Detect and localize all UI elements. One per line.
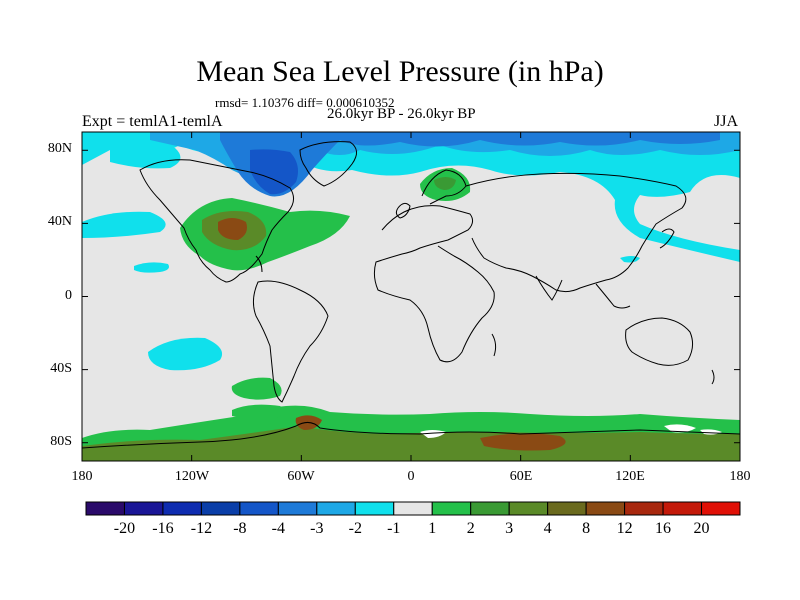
colorbar-swatch [662, 501, 703, 516]
lat-tick-label: 40S [50, 361, 72, 376]
colorbar-label: -12 [190, 520, 213, 537]
season-label: JJA [714, 113, 739, 130]
antarctica-white-patch-1 [420, 430, 446, 438]
colorbar [85, 501, 741, 516]
coast-india [535, 275, 563, 301]
coast-north-america [139, 159, 294, 283]
colorbar-swatch [624, 501, 664, 516]
colorbar-label: -1 [387, 520, 401, 537]
lat-tick-label: 40N [47, 214, 72, 229]
colorbar-label: 20 [693, 520, 710, 537]
colorbar-label: 4 [543, 520, 552, 537]
experiment-label: Expt = temlA1-temlA [82, 113, 223, 130]
lon-tick-label: 60W [287, 469, 315, 484]
antarctica-olive-band [82, 426, 740, 461]
coast-antarctica [82, 422, 740, 449]
colorbar-label: 12 [616, 520, 633, 537]
lon-tick-label: 120E [615, 469, 645, 484]
colorbar-swatch [316, 501, 356, 516]
coast-greenland [299, 141, 357, 187]
north-america-brown-core [218, 218, 247, 240]
coast-australia [625, 317, 694, 366]
arctic-deep-blue-region [250, 149, 298, 195]
arctic-light-blue-region [82, 132, 740, 262]
south-atlantic-green-patch [231, 377, 282, 400]
coastlines [82, 141, 740, 449]
colorbar-swatch [123, 501, 164, 516]
lat-tick-label: 80S [50, 434, 72, 449]
colorbar-swatch [162, 501, 202, 516]
antarctica-white-patch-2 [664, 424, 696, 433]
coast-asia [465, 172, 687, 293]
coast-florida [255, 255, 263, 273]
colorbar-swatch [85, 501, 125, 516]
south-pacific-green-patch [232, 404, 285, 419]
colorbar-label: 2 [466, 520, 475, 537]
period-label: 26.0kyr BP - 26.0kyr BP [327, 106, 476, 122]
coast-se-asia [595, 283, 631, 309]
colorbar-label: -16 [152, 520, 174, 537]
colorbar-swatch [585, 501, 626, 516]
lon-tick-label: 120W [174, 469, 210, 484]
colorbar-swatch [701, 501, 741, 516]
colorbar-swatch [431, 501, 472, 516]
colorbar-swatch [239, 501, 279, 516]
north-atlantic-cyan-patch [120, 213, 136, 221]
coast-madagascar [491, 333, 497, 357]
colorbar-label: 8 [582, 520, 591, 537]
central-pacific-cyan-patch [134, 262, 169, 273]
colorbar-label: -8 [233, 520, 247, 537]
lon-tick-label: 60E [509, 469, 533, 484]
colorbar-label: 1 [428, 520, 437, 537]
colorbar-swatch [470, 501, 510, 516]
lat-tick-label: 80N [47, 141, 72, 156]
colorbar-label: 3 [505, 520, 514, 537]
colorbar-label: -4 [271, 520, 285, 537]
lat-tick-label: 0 [65, 288, 72, 303]
colorbar-swatch [354, 501, 395, 516]
rmsd-diff-stats: rmsd= 1.10376 diff= 0.000610352 [215, 95, 395, 110]
lon-tick-label: 0 [407, 469, 415, 484]
lon-tick-label: 180 [71, 469, 93, 484]
south-pacific-cyan-patch [148, 337, 223, 371]
map-title: Mean Sea Level Pressure (in hPa) [196, 55, 604, 88]
map-plot-area [82, 132, 740, 461]
colorbar-swatch [277, 501, 318, 516]
axis-ticks [81, 132, 741, 461]
colorbar-swatch [508, 501, 549, 516]
lon-tick-label: 180 [729, 469, 751, 484]
coast-uk [395, 202, 411, 219]
colorbar-label: -20 [113, 520, 136, 537]
colorbar-label: -3 [310, 520, 324, 537]
colorbar-swatch [200, 501, 241, 516]
coast-new-zealand [711, 369, 715, 385]
coast-south-america [252, 280, 329, 403]
colorbar-label: -2 [348, 520, 362, 537]
colorbar-swatch [393, 501, 433, 516]
antarctica-brown-core [480, 433, 566, 451]
scandinavia-olive-region [434, 177, 456, 190]
coast-europe-africa [373, 205, 495, 363]
north-pacific-cyan-patch [82, 211, 166, 238]
coast-japan [659, 228, 675, 249]
colorbar-label: 16 [655, 520, 672, 537]
colorbar-swatch [547, 501, 587, 516]
arctic-cyan-patch [110, 145, 181, 169]
